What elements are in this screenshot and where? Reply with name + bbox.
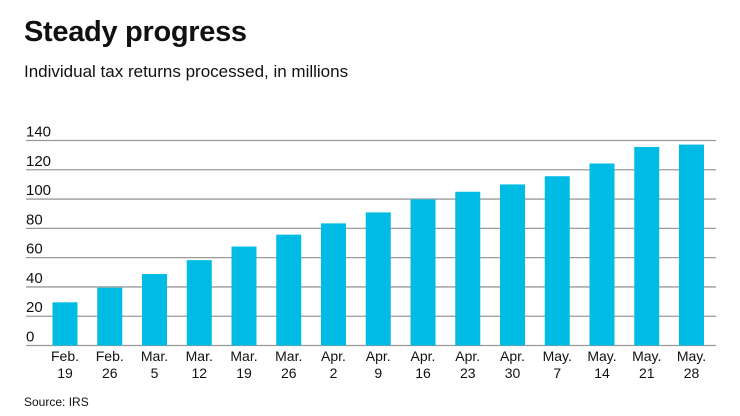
bar <box>365 212 391 346</box>
x-tick-label: Feb. <box>51 348 79 364</box>
bar <box>231 246 257 346</box>
x-tick-label: 5 <box>151 365 159 381</box>
x-tick-label: 28 <box>684 365 700 381</box>
bar <box>142 274 167 346</box>
bar <box>455 191 481 346</box>
x-tick-label: 30 <box>505 365 521 381</box>
bar <box>634 146 660 346</box>
x-tick-label: 7 <box>553 365 561 381</box>
y-tick-label: 60 <box>26 241 43 258</box>
y-tick-label: 100 <box>26 182 51 199</box>
x-tick-label: 19 <box>236 365 252 381</box>
bar <box>410 199 436 346</box>
x-tick-label: 23 <box>460 365 476 381</box>
chart-subtitle: Individual tax returns processed, in mil… <box>24 62 349 81</box>
x-tick-label: 16 <box>415 365 431 381</box>
y-tick-label: 40 <box>26 270 43 287</box>
x-tick-label: 26 <box>102 365 118 381</box>
bar <box>679 144 704 346</box>
source-note: Source: IRS <box>24 395 89 409</box>
y-tick-label: 80 <box>26 211 43 228</box>
x-tick-label: Apr. <box>455 348 480 364</box>
bar <box>52 302 78 346</box>
y-tick-label: 140 <box>26 124 51 141</box>
x-tick-label: 19 <box>57 365 73 381</box>
x-tick-label: 2 <box>330 365 338 381</box>
x-tick-label: Apr. <box>411 348 436 364</box>
x-tick-label: 21 <box>639 365 655 381</box>
x-tick-label: May. <box>632 348 661 364</box>
x-tick-label: Feb. <box>96 348 124 364</box>
x-tick-label: 12 <box>191 365 207 381</box>
x-tick-label: Mar. <box>275 348 302 364</box>
y-tick-label: 20 <box>26 299 43 316</box>
bar <box>97 287 123 346</box>
bar <box>321 223 346 346</box>
x-tick-label: 14 <box>594 365 610 381</box>
x-tick-label: Mar. <box>230 348 257 364</box>
x-tick-label: 26 <box>281 365 297 381</box>
x-tick-label: May. <box>543 348 572 364</box>
x-tick-label: Apr. <box>500 348 525 364</box>
x-tick-label: Apr. <box>321 348 346 364</box>
bar <box>276 234 302 346</box>
x-tick-label: 9 <box>374 365 382 381</box>
x-tick-label: May. <box>677 348 706 364</box>
x-tick-label: Apr. <box>366 348 391 364</box>
bar <box>500 184 525 346</box>
y-tick-label: 120 <box>26 153 51 170</box>
bar <box>186 260 212 346</box>
y-tick-label: 0 <box>26 329 34 346</box>
x-tick-label: May. <box>587 348 616 364</box>
x-tick-label: Mar. <box>141 348 168 364</box>
bar <box>589 163 615 346</box>
bar <box>544 176 570 346</box>
chart-title: Steady progress <box>24 16 247 48</box>
x-tick-label: Mar. <box>186 348 213 364</box>
